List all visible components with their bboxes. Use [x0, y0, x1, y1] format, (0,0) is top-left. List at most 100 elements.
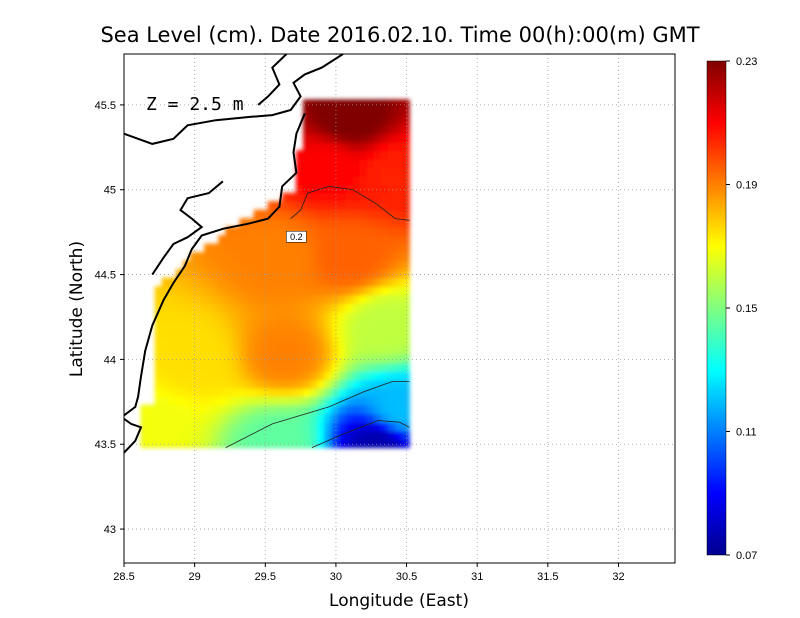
- contour-label: 0.2: [290, 232, 303, 242]
- heatmap-cell: [211, 421, 220, 432]
- heatmap-cell: [154, 421, 163, 432]
- heatmap-cell: [303, 175, 311, 186]
- heatmap-cell: [239, 413, 248, 423]
- heatmap-cell: [288, 201, 297, 211]
- heatmap-cell: [281, 336, 290, 347]
- heatmap-cell: [331, 226, 340, 236]
- heatmap-cell: [232, 362, 241, 372]
- heatmap-cell: [267, 260, 276, 270]
- heatmap-cell: [295, 311, 304, 321]
- heatmap-cell: [401, 294, 410, 304]
- heatmap-cell: [154, 353, 163, 364]
- heatmap-cell: [394, 158, 403, 169]
- heatmap-cell: [324, 353, 333, 364]
- heatmap-cell: [303, 235, 311, 245]
- heatmap-cell: [274, 209, 283, 219]
- heatmap-cell: [387, 438, 396, 449]
- heatmap-cell: [267, 345, 276, 355]
- heatmap-cell: [267, 404, 276, 415]
- heatmap-cell: [317, 319, 326, 330]
- heatmap-cell: [303, 218, 311, 228]
- heatmap-cell: [401, 141, 410, 152]
- heatmap-cell: [345, 387, 354, 398]
- heatmap-cell: [182, 438, 191, 449]
- heatmap-cell: [288, 260, 297, 270]
- coastline-liman: [257, 54, 288, 106]
- heatmap-cell: [345, 209, 354, 219]
- heatmap-cell: [310, 396, 318, 406]
- heatmap-cell: [140, 430, 149, 440]
- heatmap-cell: [288, 319, 297, 330]
- heatmap-cell: [401, 218, 410, 228]
- heatmap-cell: [295, 252, 304, 262]
- heatmap-cell: [380, 252, 389, 262]
- heatmap-cell: [359, 243, 368, 253]
- heatmap-cell: [310, 345, 318, 355]
- heatmap-cell: [168, 319, 177, 330]
- heatmap-cell: [197, 260, 205, 270]
- heatmap-cell: [281, 370, 290, 381]
- heatmap-cell: [387, 387, 396, 398]
- heatmap-cell: [317, 336, 326, 347]
- heatmap-cell: [352, 413, 361, 423]
- heatmap-cell: [359, 370, 368, 381]
- depth-annotation: Z = 2.5 m: [146, 94, 244, 115]
- heatmap-cell: [387, 328, 396, 338]
- heatmap-cell: [373, 303, 382, 313]
- heatmap-cell: [288, 379, 297, 389]
- heatmap-cell: [303, 192, 311, 203]
- heatmap-cell: [274, 396, 283, 406]
- heatmap-cell: [401, 252, 410, 262]
- heatmap-cell: [218, 387, 227, 398]
- heatmap-cell: [394, 413, 403, 423]
- heatmap-cell: [197, 379, 205, 389]
- heatmap-cell: [182, 277, 191, 287]
- heatmap-cell: [154, 319, 163, 330]
- heatmap-cell: [366, 404, 375, 415]
- heatmap-cell: [359, 141, 368, 152]
- heatmap-cell: [168, 362, 177, 372]
- heatmap-cell: [161, 311, 170, 321]
- heatmap-cell: [295, 319, 304, 330]
- heatmap-cell: [380, 269, 389, 279]
- heatmap-cell: [182, 370, 191, 381]
- heatmap-cell: [303, 328, 311, 338]
- heatmap-cell: [338, 201, 347, 211]
- heatmap-cell: [401, 158, 410, 169]
- heatmap-cell: [401, 209, 410, 219]
- heatmap-cell: [303, 413, 311, 423]
- heatmap-cell: [387, 353, 396, 364]
- heatmap-cell: [338, 311, 347, 321]
- heatmap-cell: [232, 303, 241, 313]
- heatmap-cell: [387, 260, 396, 270]
- heatmap-cell: [239, 345, 248, 355]
- heatmap-cell: [331, 286, 340, 296]
- heatmap-cell: [281, 294, 290, 304]
- heatmap-cell: [239, 277, 248, 287]
- heatmap-cell: [380, 438, 389, 449]
- heatmap-cell: [345, 362, 354, 372]
- heatmap-cell: [380, 192, 389, 203]
- heatmap-cell: [225, 286, 234, 296]
- heatmap-cell: [168, 421, 177, 432]
- heatmap-cell: [147, 421, 156, 432]
- heatmap-cell: [182, 336, 191, 347]
- heatmap-cell: [366, 328, 375, 338]
- heatmap-cell: [253, 294, 262, 304]
- heatmap-cell: [331, 311, 340, 321]
- heatmap-cell: [366, 430, 375, 440]
- heatmap-cell: [182, 269, 191, 279]
- heatmap-cell: [274, 430, 283, 440]
- heatmap-cell: [260, 396, 269, 406]
- heatmap-cell: [295, 345, 304, 355]
- heatmap-cell: [154, 379, 163, 389]
- heatmap-cell: [331, 260, 340, 270]
- heatmap-cell: [394, 286, 403, 296]
- heatmap-cell: [232, 404, 241, 415]
- heatmap-cell: [359, 328, 368, 338]
- heatmap-cell: [352, 124, 361, 135]
- heatmap-cell: [366, 336, 375, 347]
- heatmap-cell: [324, 218, 333, 228]
- heatmap-cell: [218, 336, 227, 347]
